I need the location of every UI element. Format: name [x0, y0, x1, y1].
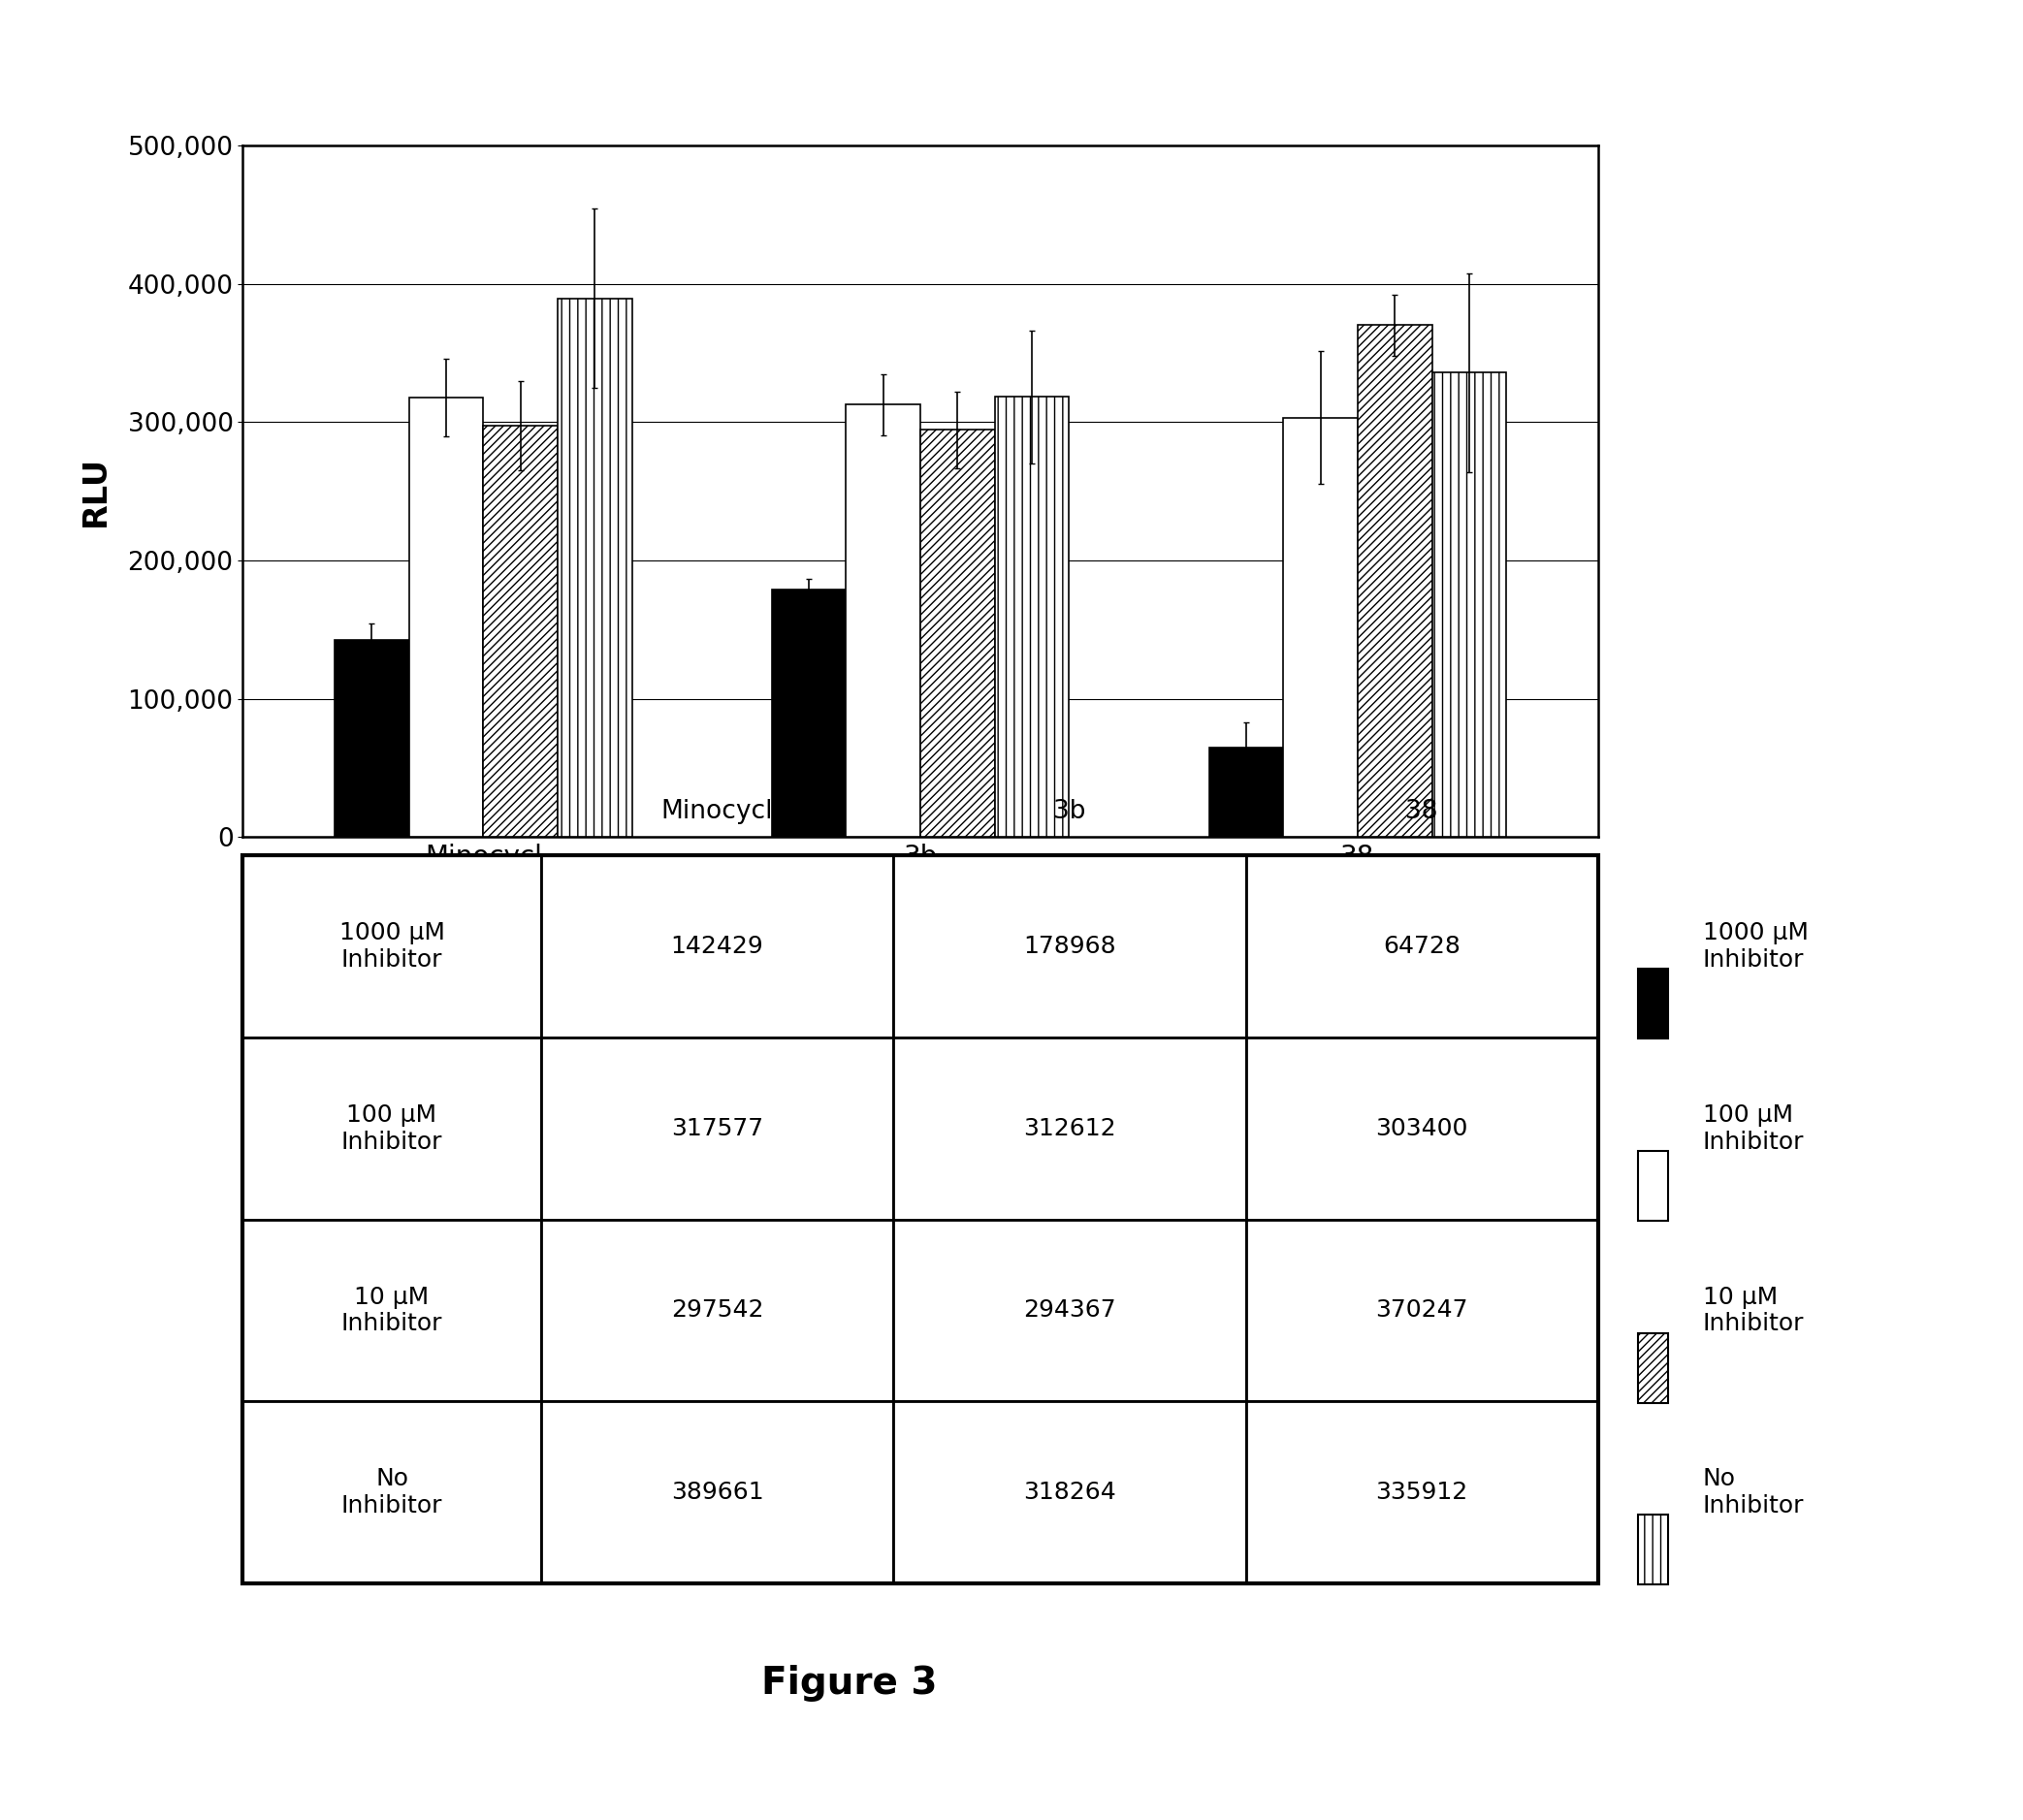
Text: 335912: 335912 — [1376, 1481, 1469, 1503]
FancyBboxPatch shape — [1639, 1514, 1669, 1585]
FancyBboxPatch shape — [894, 1401, 1246, 1583]
Bar — [1283, 417, 1357, 837]
FancyBboxPatch shape — [243, 1037, 540, 1219]
Text: 297542: 297542 — [672, 1299, 763, 1321]
Text: 3b: 3b — [1054, 799, 1086, 824]
Text: 38: 38 — [1406, 799, 1438, 824]
FancyBboxPatch shape — [540, 1219, 894, 1401]
Text: 303400: 303400 — [1376, 1117, 1469, 1139]
Text: 100 μM
Inhibitor: 100 μM Inhibitor — [342, 1103, 443, 1154]
Text: 1000 μM
Inhibitor: 1000 μM Inhibitor — [340, 921, 445, 972]
Bar — [409, 399, 483, 837]
FancyBboxPatch shape — [1246, 1401, 1598, 1583]
Bar — [846, 404, 920, 837]
FancyBboxPatch shape — [540, 1401, 894, 1583]
Y-axis label: RLU: RLU — [79, 457, 111, 526]
Text: 389661: 389661 — [672, 1481, 763, 1503]
Bar — [558, 298, 631, 837]
Bar — [1210, 748, 1283, 837]
FancyBboxPatch shape — [540, 1037, 894, 1219]
FancyBboxPatch shape — [243, 855, 540, 1037]
FancyBboxPatch shape — [894, 855, 1246, 1037]
Text: 312612: 312612 — [1024, 1117, 1117, 1139]
FancyBboxPatch shape — [1639, 968, 1669, 1039]
Text: No
Inhibitor: No Inhibitor — [1703, 1467, 1805, 1518]
Text: 370247: 370247 — [1376, 1299, 1469, 1321]
Bar — [920, 430, 995, 837]
Text: 317577: 317577 — [672, 1117, 763, 1139]
Text: 10 μM
Inhibitor: 10 μM Inhibitor — [342, 1285, 443, 1336]
Text: 142429: 142429 — [672, 935, 763, 957]
Bar — [1432, 373, 1507, 837]
Text: Minocycl: Minocycl — [662, 799, 773, 824]
Bar — [1357, 326, 1432, 837]
Bar — [483, 426, 558, 837]
Text: 10 μM
Inhibitor: 10 μM Inhibitor — [1703, 1285, 1805, 1336]
FancyBboxPatch shape — [1246, 1219, 1598, 1401]
FancyBboxPatch shape — [894, 1219, 1246, 1401]
Bar — [773, 590, 846, 837]
FancyBboxPatch shape — [894, 1037, 1246, 1219]
FancyBboxPatch shape — [1639, 1150, 1669, 1221]
Text: 318264: 318264 — [1024, 1481, 1117, 1503]
Text: 64728: 64728 — [1384, 935, 1461, 957]
Bar — [995, 397, 1068, 837]
Text: 1000 μM
Inhibitor: 1000 μM Inhibitor — [1703, 921, 1809, 972]
Text: No
Inhibitor: No Inhibitor — [342, 1467, 443, 1518]
Bar — [334, 641, 409, 837]
FancyBboxPatch shape — [1246, 1037, 1598, 1219]
Text: Figure 3: Figure 3 — [761, 1665, 939, 1702]
Text: 178968: 178968 — [1024, 935, 1117, 957]
Text: 100 μM
Inhibitor: 100 μM Inhibitor — [1703, 1103, 1805, 1154]
FancyBboxPatch shape — [540, 855, 894, 1037]
FancyBboxPatch shape — [243, 1401, 540, 1583]
FancyBboxPatch shape — [1246, 855, 1598, 1037]
FancyBboxPatch shape — [1639, 1332, 1669, 1403]
Text: 294367: 294367 — [1024, 1299, 1117, 1321]
FancyBboxPatch shape — [243, 1219, 540, 1401]
